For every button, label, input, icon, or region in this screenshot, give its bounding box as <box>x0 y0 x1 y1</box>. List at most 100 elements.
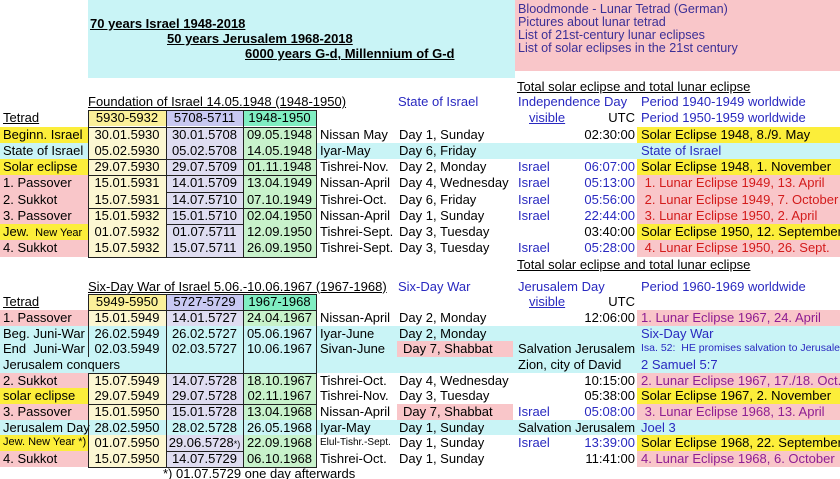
grid-line <box>243 294 244 467</box>
hebrew-calendar-date: 29.06.5728*) <box>166 435 243 451</box>
scripture-link[interactable]: Isa. 52: HE promises salvation to Jerusa… <box>641 342 840 355</box>
event-label: Beg. Juni-War <box>3 325 85 341</box>
table2-event-column-link[interactable]: Jerusalem Day <box>518 279 605 294</box>
table1-utc-label: UTC <box>608 110 635 126</box>
utc-time-link[interactable]: 05:56:00 <box>584 191 635 207</box>
gregorian-date: 06.10.1968 <box>243 451 316 467</box>
event-label: 3. Passover <box>0 207 88 224</box>
event-label: Jerusalem Day <box>3 419 90 435</box>
table2-subject-link[interactable]: Six-Day War <box>398 279 471 294</box>
grid-line <box>88 175 317 177</box>
tetrad-year-date: 30.01.5930 <box>88 126 166 143</box>
tetrad-year-date: 15.07.5932 <box>88 240 166 257</box>
gregorian-date: 13.04.1968 <box>243 404 316 420</box>
table1-period-link-2[interactable]: Period 1950-1959 worldwide <box>641 110 806 126</box>
hebrew-calendar-date: 02.03.5727 <box>171 341 238 357</box>
hebrew-calendar-date: 14.01.5709 <box>166 175 243 192</box>
utc-time-link[interactable]: 05:08:00 <box>584 404 635 419</box>
state-of-israel-link[interactable]: State of Israel <box>641 142 722 158</box>
table2-tetrad-label: Tetrad <box>3 294 40 310</box>
israel-link[interactable]: Israel <box>518 191 550 207</box>
table-row: 1. Passover 15.01.5949 14.01.5727 24.04.… <box>0 310 840 326</box>
gregorian-date: 26.09.1950 <box>243 240 316 257</box>
utc-time: 02:30:00 <box>584 126 635 142</box>
hebrew-calendar-date: 28.02.5728 <box>171 419 238 435</box>
event-label: Jew. New Year <box>0 224 88 241</box>
utc-time-link[interactable]: 05:28:00 <box>584 240 635 256</box>
lunar-eclipse-link[interactable]: 2. Lunar Eclipse 1949, 7. October <box>637 191 840 208</box>
israel-link[interactable]: Israel <box>518 175 550 191</box>
gregorian-date: 26.05.1968 <box>246 419 313 435</box>
lunar-eclipse-link[interactable]: 3. Lunar Eclipse 1968, 13. April <box>637 404 840 420</box>
total-eclipse-heading: Total solar eclipse and total lunar ecli… <box>517 79 751 94</box>
table1-year-col-gregorian: 1948-1950 <box>243 110 316 127</box>
table1-event-column-link[interactable]: Independence Day <box>518 94 628 109</box>
gregorian-date: 24.04.1967 <box>243 310 316 326</box>
utc-time-link[interactable]: 22:44:00 <box>584 207 635 223</box>
lunar-eclipse-link[interactable]: 4. Lunar Eclipse 1950, 26. Sept. <box>637 240 840 257</box>
months-label: Iyar-May <box>320 142 371 158</box>
months-label: Tishrei-Nov. <box>320 388 389 404</box>
table1-header-row: Tetrad 5930-5932 5708-5711 1948-1950 vis… <box>0 110 840 127</box>
footnote: *) 01.07.5729 one day afterwards <box>163 465 356 479</box>
gregorian-date: 09.05.1948 <box>243 126 316 143</box>
grid-line <box>88 404 317 405</box>
israel-link[interactable]: Israel <box>518 435 550 451</box>
grid-line <box>316 294 317 467</box>
israel-link[interactable]: Israel <box>518 404 550 419</box>
grid-line <box>88 110 89 257</box>
grid-line <box>88 294 317 296</box>
scripture-link[interactable]: Joel 3 <box>641 419 676 435</box>
event-label: Jew. New Year *) <box>0 435 88 451</box>
gregorian-date: 02.04.1950 <box>243 207 316 224</box>
link-pictures-lunar-tetrad[interactable]: Pictures about lunar tetrad <box>518 15 666 29</box>
scripture-link[interactable]: 2 Samuel 5:7 <box>641 357 718 372</box>
place-label: Salvation Jerusalem <box>518 341 636 357</box>
gregorian-date: 02.11.1967 <box>243 388 316 404</box>
grid-line <box>88 207 317 209</box>
tetrad-year-date: 29.07.5949 <box>88 388 166 404</box>
hebrew-calendar-date: 05.02.5708 <box>166 142 243 159</box>
table1-title-row: Foundation of Israel 14.05.1948 (1948-19… <box>0 94 840 110</box>
tetrad-year-date: 15.01.5931 <box>88 175 166 192</box>
israel-link[interactable]: Israel <box>518 159 550 174</box>
israel-link[interactable]: Israel <box>518 207 550 223</box>
table-row: Jew. New Year *) 01.07.5950 29.06.5728*)… <box>0 435 840 451</box>
weekday-label: Day 6, Friday <box>399 142 477 158</box>
lunar-eclipse-link[interactable]: 1. Lunar Eclipse 1967, 24. April <box>637 310 840 326</box>
table2-period-link[interactable]: Period 1960-1969 worldwide <box>641 279 806 294</box>
lunar-eclipse-link[interactable]: 2. Lunar Eclipse 1967, 17./18. Oct. <box>637 372 840 389</box>
lunar-eclipse-link[interactable]: 4. Lunar Eclipse 1968, 6. October <box>637 451 840 467</box>
link-lunar-eclipse-list[interactable]: List of 21st-century lunar eclipses <box>518 28 705 42</box>
table2-visible-link[interactable]: visible <box>529 294 566 310</box>
table1-title: Foundation of Israel 14.05.1948 (1948-19… <box>88 94 347 109</box>
table1-period-link-1[interactable]: Period 1940-1949 worldwide <box>641 94 806 109</box>
table2-title-row: Six-Day War of Israel 5.06.-10.06.1967 (… <box>0 279 840 295</box>
lunar-eclipse-link[interactable]: 3. Lunar Eclipse 1950, 2. April <box>637 207 840 224</box>
weekday-label: Day 3, Tuesday <box>399 240 490 256</box>
event-label: 1. Passover <box>0 310 88 326</box>
utc-time-link[interactable]: 13:39:00 <box>584 435 635 451</box>
table-row: 4. Sukkot 15.07.5932 15.07.5711 26.09.19… <box>0 240 840 257</box>
gregorian-date: 01.11.1948 <box>243 159 316 176</box>
table1-subject-link[interactable]: State of Israel <box>398 94 479 109</box>
weekday-label: Day 6, Friday <box>399 191 477 207</box>
gregorian-date: 07.10.1949 <box>243 191 316 208</box>
weekday-label: Day 3, Tuesday <box>399 224 490 239</box>
table1-visible-link[interactable]: visible <box>529 110 566 126</box>
tetrad-year-date: 15.01.5949 <box>88 310 166 326</box>
lunar-eclipse-link[interactable]: 1. Lunar Eclipse 1949, 13. April <box>637 175 840 192</box>
eclipse-entry: Solar Eclipse 1968, 22. September <box>637 435 840 451</box>
tetrad-year-date: 02.03.5949 <box>94 341 160 357</box>
anniversary-header-box: 70 years Israel 1948-2018 50 years Jerus… <box>88 0 515 78</box>
utc-time-link[interactable]: 05:13:00 <box>584 175 635 191</box>
utc-time-link[interactable]: 06:07:00 <box>584 159 635 174</box>
event-label: Jerusalem conquers <box>3 357 121 372</box>
israel-link[interactable]: Israel <box>518 240 550 256</box>
link-bloodmonde[interactable]: Bloodmonde - Lunar Tetrad (German) <box>518 2 728 16</box>
six-day-war-link[interactable]: Six-Day War <box>641 325 714 341</box>
hebrew-calendar-date: 15.07.5711 <box>166 240 243 257</box>
grid-line <box>88 310 317 311</box>
link-solar-eclipse-list[interactable]: List of solar eclipses in the 21st centu… <box>518 41 738 55</box>
weekday-label: Day 2, Monday <box>399 325 487 341</box>
